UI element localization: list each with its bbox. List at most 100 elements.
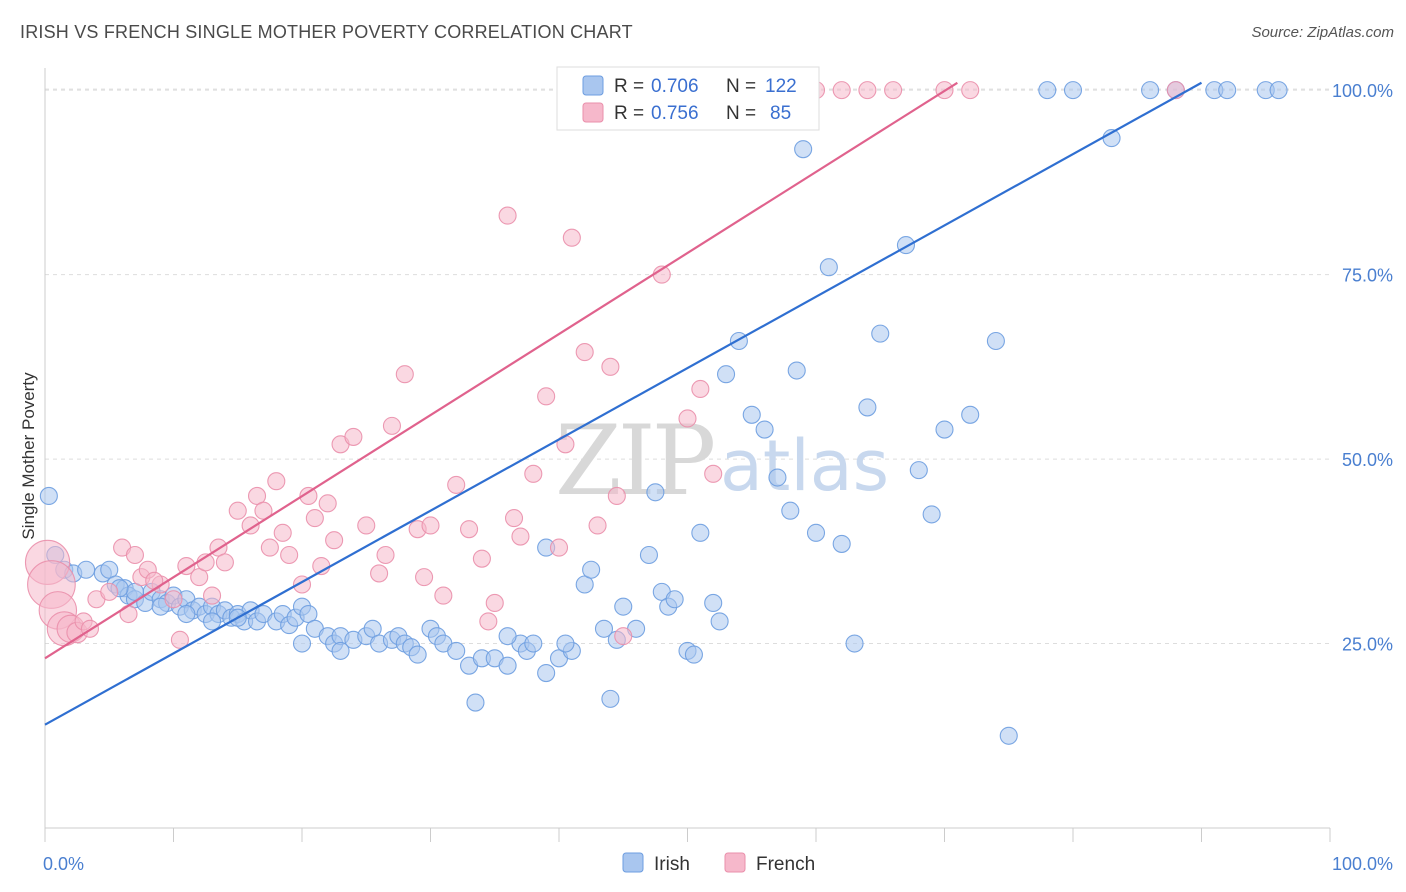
irish-point xyxy=(665,590,684,609)
french-point xyxy=(704,464,723,483)
french-point xyxy=(164,590,183,609)
irish-point xyxy=(909,461,928,480)
irish-point xyxy=(787,361,806,380)
y-tick-label: 25.0% xyxy=(1342,635,1393,655)
french-point xyxy=(395,365,414,384)
irish-point xyxy=(77,560,96,579)
french-point xyxy=(100,582,119,601)
irish-point xyxy=(716,365,736,384)
french-point xyxy=(858,81,877,100)
french-point xyxy=(607,486,626,506)
french-point xyxy=(357,516,376,535)
irish-point xyxy=(203,612,222,631)
french-point xyxy=(511,527,530,546)
irish-point xyxy=(601,689,620,708)
irish-point xyxy=(1141,81,1160,100)
irish-point xyxy=(639,545,659,565)
irish-point xyxy=(177,604,196,624)
french-point xyxy=(884,81,903,100)
irish-point xyxy=(704,593,723,613)
french-point xyxy=(299,486,318,506)
french-point xyxy=(228,501,247,520)
french-point xyxy=(575,343,594,362)
irish-point xyxy=(408,645,427,664)
french-point xyxy=(691,379,710,399)
french-point xyxy=(382,416,402,435)
french-point xyxy=(421,516,440,535)
irish-point xyxy=(935,420,954,439)
irish-point xyxy=(742,405,761,424)
french-point xyxy=(370,564,389,583)
watermark-atlas: atlas xyxy=(720,425,889,507)
french-points xyxy=(24,81,1185,649)
irish-point xyxy=(331,641,350,660)
irish-point xyxy=(1218,81,1237,100)
source-credit: Source: ZipAtlas.com xyxy=(1251,24,1394,41)
irish-point xyxy=(498,656,517,675)
french-r-value: 0.756 xyxy=(651,103,699,124)
irish-point xyxy=(498,627,517,646)
irish-legend-label: Irish xyxy=(654,854,690,875)
x-tick-label: 100.0% xyxy=(1332,854,1393,874)
irish-point xyxy=(691,523,710,542)
french-point xyxy=(601,357,620,376)
y-tick-label: 50.0% xyxy=(1342,450,1393,470)
french-point xyxy=(241,516,260,535)
irish-point xyxy=(819,258,838,277)
french-point xyxy=(177,557,196,576)
french-legend-swatch xyxy=(724,852,746,873)
irish-r-value: 0.706 xyxy=(651,76,699,97)
french-point xyxy=(415,568,434,587)
y-tick-label: 75.0% xyxy=(1342,266,1393,286)
irish-point xyxy=(1038,81,1057,100)
irish-point xyxy=(832,534,851,553)
irish-n-value: 122 xyxy=(765,76,797,97)
irish-point xyxy=(710,612,729,631)
chart-title: IRISH VS FRENCH SINGLE MOTHER POVERTY CO… xyxy=(20,22,633,42)
french-point xyxy=(267,472,286,491)
irish-legend-swatch xyxy=(622,852,644,873)
french-point xyxy=(447,475,466,494)
french-point xyxy=(376,545,395,565)
french-trend-line xyxy=(44,81,958,660)
french-point xyxy=(260,538,279,557)
irish-point xyxy=(684,645,703,664)
irish-point xyxy=(858,398,877,417)
french-point xyxy=(498,206,517,225)
irish-trend-line xyxy=(44,81,1203,726)
french-n-label: N = xyxy=(726,103,756,124)
grid-lines xyxy=(45,88,1330,645)
axes xyxy=(44,68,1331,842)
irish-point xyxy=(466,693,485,712)
french-point xyxy=(504,509,524,528)
french-point xyxy=(273,523,292,542)
french-point xyxy=(344,427,363,446)
french-point xyxy=(537,387,556,406)
french-point xyxy=(524,464,543,483)
irish-point xyxy=(1063,81,1083,100)
french-r-label: R = xyxy=(614,103,644,124)
irish-point xyxy=(999,726,1018,745)
french-point xyxy=(325,531,344,550)
irish-point xyxy=(524,634,543,653)
french-point xyxy=(434,586,453,605)
irish-point xyxy=(794,140,813,159)
irish-point xyxy=(537,663,556,683)
french-point xyxy=(485,593,504,613)
french-point xyxy=(479,612,498,631)
tick-labels: 25.0% 50.0% 75.0% 100.0% 0.0% 100.0% xyxy=(43,81,1393,874)
french-point xyxy=(588,516,607,535)
french-point xyxy=(215,553,234,572)
irish-point xyxy=(582,560,601,579)
watermark: ZIP atlas xyxy=(555,405,889,517)
french-point xyxy=(203,586,222,605)
irish-point xyxy=(292,634,312,653)
irish-point xyxy=(556,634,575,653)
irish-point xyxy=(922,505,941,524)
irish-swatch xyxy=(582,75,604,96)
irish-point xyxy=(781,501,800,520)
irish-point xyxy=(646,483,665,502)
french-point xyxy=(549,538,569,557)
y-tick-label: 100.0% xyxy=(1332,81,1393,101)
french-point xyxy=(280,545,299,565)
